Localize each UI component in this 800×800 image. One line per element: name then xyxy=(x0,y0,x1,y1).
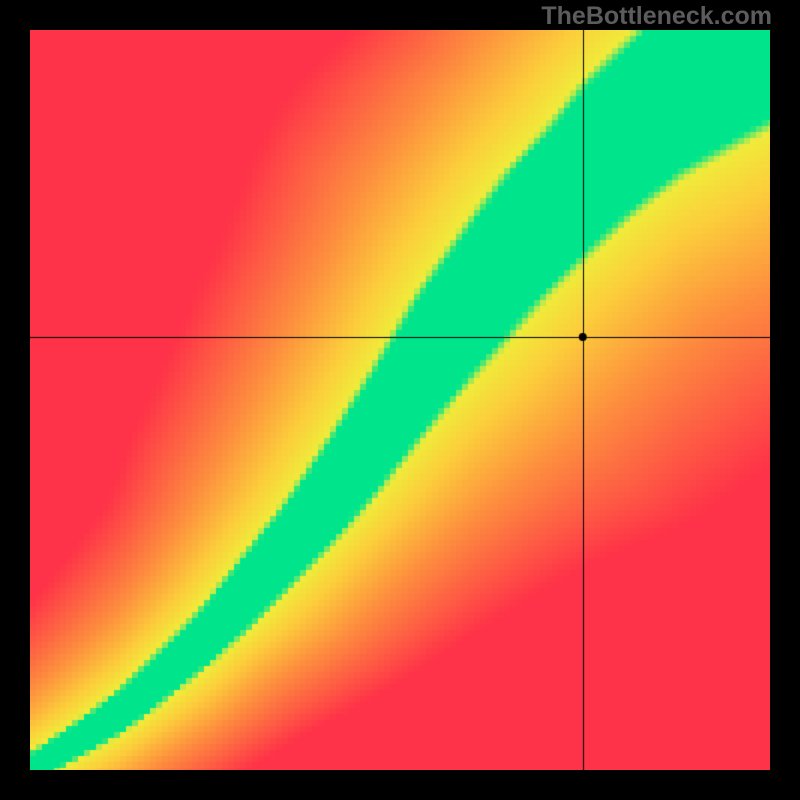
bottleneck-heatmap xyxy=(30,30,770,770)
watermark-label: TheBottleneck.com xyxy=(541,2,772,31)
